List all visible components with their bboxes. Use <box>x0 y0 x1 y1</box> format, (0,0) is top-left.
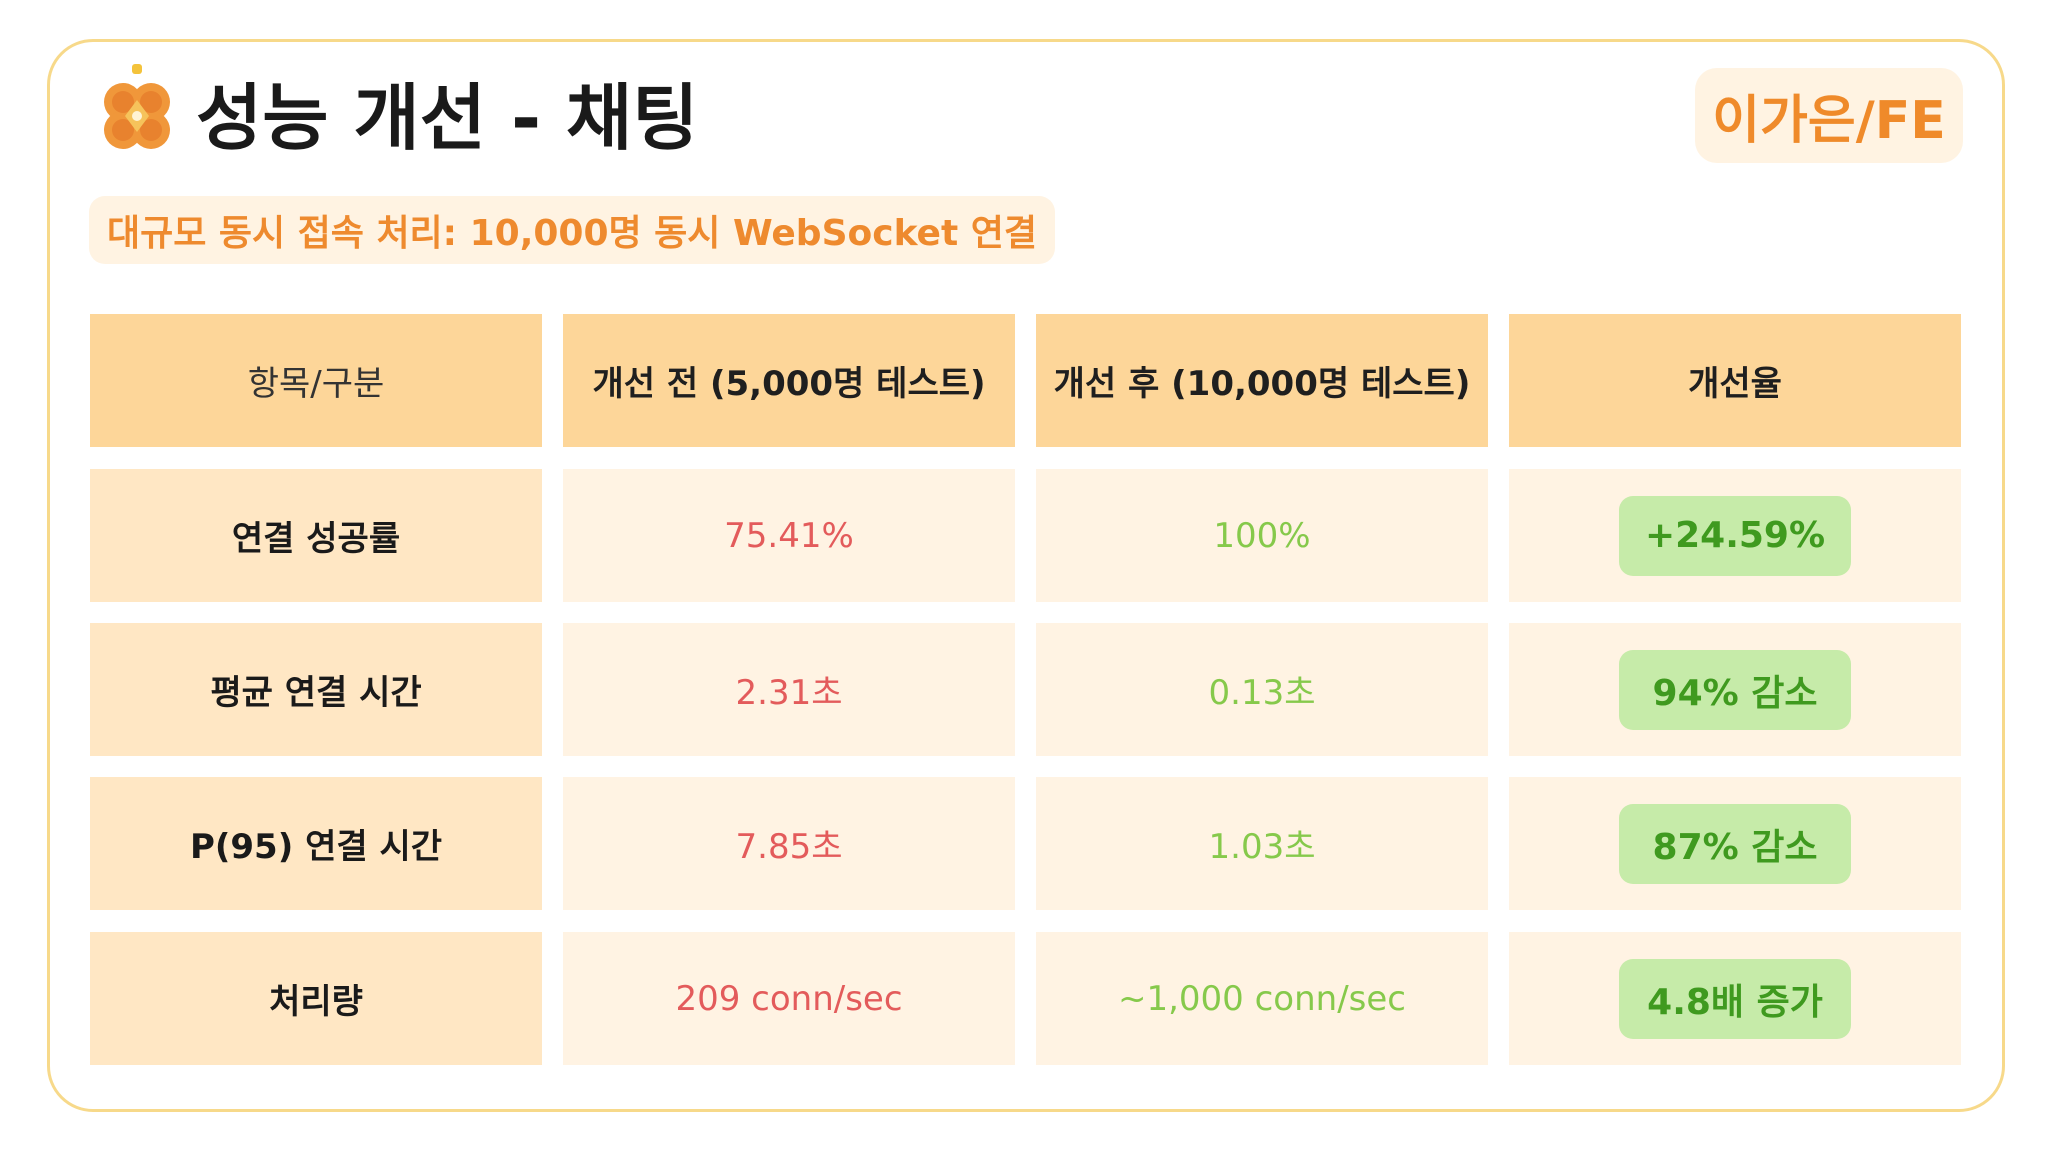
before-value-success-rate: 75.41% <box>563 469 1015 602</box>
header-category: 항목/구분 <box>90 314 542 447</box>
improvement-badge: 94% 감소 <box>1619 649 1851 730</box>
improvement-badge: +24.59% <box>1619 495 1851 576</box>
clover-logo-icon <box>104 64 170 149</box>
header-before: 개선 전 (5,000명 테스트) <box>563 314 1015 447</box>
improvement-cell-throughput: 4.8배 증가 <box>1509 932 1961 1065</box>
improvement-badge: 4.8배 증가 <box>1619 958 1851 1039</box>
before-value-avg-connect-time: 2.31초 <box>563 623 1015 756</box>
header-after: 개선 후 (10,000명 테스트) <box>1036 314 1488 447</box>
before-value-p95-connect-time: 7.85초 <box>563 777 1015 910</box>
header-improvement: 개선율 <box>1509 314 1961 447</box>
subtitle-banner: 대규모 동시 접속 처리: 10,000명 동시 WebSocket 연결 <box>89 196 1055 264</box>
row-label-p95-connect-time: P(95) 연결 시간 <box>90 777 542 910</box>
improvement-cell-avg-connect-time: 94% 감소 <box>1509 623 1961 756</box>
row-label-throughput: 처리량 <box>90 932 542 1065</box>
improvement-cell-success-rate: +24.59% <box>1509 469 1961 602</box>
before-value-throughput: 209 conn/sec <box>563 932 1015 1065</box>
after-value-avg-connect-time: 0.13초 <box>1036 623 1488 756</box>
improvement-badge: 87% 감소 <box>1619 803 1851 884</box>
row-label-success-rate: 연결 성공률 <box>90 469 542 602</box>
after-value-p95-connect-time: 1.03초 <box>1036 777 1488 910</box>
author-badge: 이가은/FE <box>1695 68 1963 163</box>
improvement-cell-p95-connect-time: 87% 감소 <box>1509 777 1961 910</box>
after-value-success-rate: 100% <box>1036 469 1488 602</box>
page-title: 성능 개선 - 채팅 <box>196 76 699 160</box>
after-value-throughput: ~1,000 conn/sec <box>1036 932 1488 1065</box>
row-label-avg-connect-time: 평균 연결 시간 <box>90 623 542 756</box>
